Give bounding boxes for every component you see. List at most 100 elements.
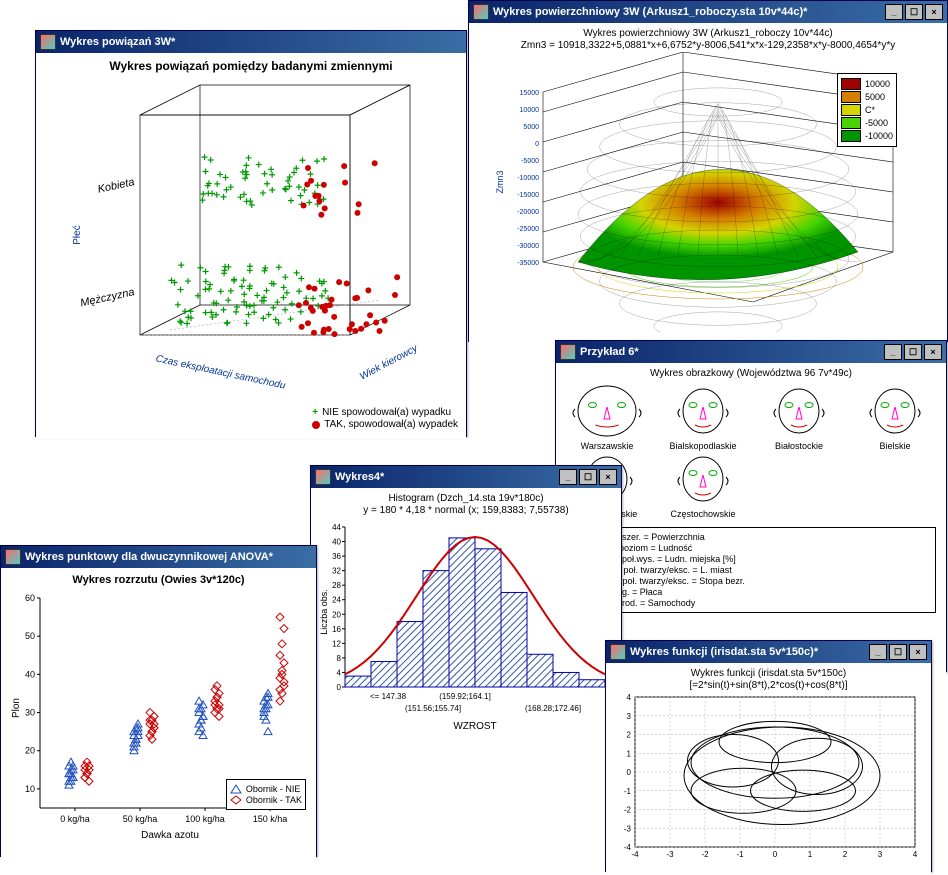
svg-text:40: 40 xyxy=(332,538,341,547)
svg-text:Czas eksploatacji samochodu: Czas eksploatacji samochodu xyxy=(155,353,287,391)
svg-text:Liczba obs.: Liczba obs. xyxy=(319,589,329,635)
chart-title: Wykres powierzchniowy 3W (Arkusz1_robocz… xyxy=(473,28,943,39)
window-surface: Wykres powierzchniowy 3W (Arkusz1_robocz… xyxy=(468,0,948,342)
chart-title: Histogram (Dzch_14.sta 19v*180c) xyxy=(315,493,617,504)
svg-text:12: 12 xyxy=(332,639,341,648)
maximize-button[interactable]: ☐ xyxy=(905,4,923,20)
window-histogram: Wykres4* _ ☐ × Histogram (Dzch_14.sta 19… xyxy=(310,465,622,757)
svg-text:2: 2 xyxy=(627,731,632,740)
svg-text:15000: 15000 xyxy=(520,90,540,97)
svg-text:10: 10 xyxy=(25,784,35,794)
svg-text:-4: -4 xyxy=(624,843,632,852)
svg-text:24: 24 xyxy=(332,596,341,605)
svg-text:0 kg/ha: 0 kg/ha xyxy=(60,814,90,824)
svg-text:-25000: -25000 xyxy=(517,226,539,233)
svg-text:30: 30 xyxy=(25,708,35,718)
close-button[interactable]: × xyxy=(925,4,943,20)
chart-title: Wykres funkcji (irisdat.sta 5v*150c) xyxy=(610,668,927,679)
window-anova: Wykres punktowy dla dwuczynnikowej ANOVA… xyxy=(0,545,317,857)
minimize-button[interactable]: _ xyxy=(559,469,577,485)
svg-text:Wiek kierowcy: Wiek kierowcy xyxy=(358,342,420,382)
maximize-button[interactable]: ☐ xyxy=(889,644,907,660)
scatter-3d-chart: Kobieta Mężczyzna Płeć Czas eksploatacji… xyxy=(40,75,460,415)
titlebar[interactable]: Wykres funkcji (irisdat.sta 5v*150c)* _ … xyxy=(606,641,931,663)
svg-text:3: 3 xyxy=(627,712,632,721)
svg-text:3: 3 xyxy=(878,850,883,859)
legend: +NIE spowodował(a) wypadku TAK, spowodow… xyxy=(312,406,458,431)
chart-title: Wykres powiązań pomiędzy badanymi zmienn… xyxy=(40,59,462,73)
svg-text:WZROST: WZROST xyxy=(453,721,496,732)
app-icon xyxy=(5,549,21,565)
app-icon xyxy=(473,4,489,20)
svg-text:-1: -1 xyxy=(624,787,632,796)
minimize-button[interactable]: _ xyxy=(885,4,903,20)
titlebar[interactable]: Wykres powiązań 3W* xyxy=(36,31,466,53)
minimize-button[interactable]: _ xyxy=(869,644,887,660)
svg-text:Plon: Plon xyxy=(11,698,22,718)
surface-legend: 100005000C*-5000-10000 xyxy=(837,73,897,147)
chart-formula: Zmn3 = 10918,3322+5,0881*x+6,6752*y-8006… xyxy=(473,40,943,51)
svg-text:-4: -4 xyxy=(631,850,639,859)
window-3d-scatter: Wykres powiązań 3W* Wykres powiązań pomi… xyxy=(35,30,467,437)
svg-text:(168.28;172.46]: (168.28;172.46] xyxy=(525,704,581,713)
close-button[interactable]: × xyxy=(599,469,617,485)
svg-text:-30000: -30000 xyxy=(517,243,539,250)
app-icon xyxy=(40,34,56,50)
svg-text:16: 16 xyxy=(332,625,341,634)
anova-legend: Obornik - NIE Obornik - TAK xyxy=(226,779,306,810)
svg-text:40: 40 xyxy=(25,669,35,679)
svg-text:8: 8 xyxy=(337,654,342,663)
window-function: Wykres funkcji (irisdat.sta 5v*150c)* _ … xyxy=(605,640,932,872)
close-button[interactable]: × xyxy=(924,344,942,360)
svg-text:1: 1 xyxy=(627,749,632,758)
svg-text:150 k/ha: 150 k/ha xyxy=(253,814,288,824)
svg-text:(159.92;164.1]: (159.92;164.1] xyxy=(439,692,491,701)
svg-text:-35000: -35000 xyxy=(517,260,539,267)
titlebar[interactable]: Przykład 6* _ ☐ × xyxy=(556,341,946,363)
svg-text:0: 0 xyxy=(337,683,342,692)
svg-text:0: 0 xyxy=(627,768,632,777)
window-title: Przykład 6* xyxy=(580,346,884,358)
svg-text:Kobieta: Kobieta xyxy=(97,176,136,195)
svg-text:-10000: -10000 xyxy=(517,175,539,182)
app-icon xyxy=(315,469,331,485)
chart-formula: y = 180 * 4,18 * normal (x; 159,8383; 7,… xyxy=(315,505,617,516)
svg-text:2: 2 xyxy=(843,850,848,859)
app-icon xyxy=(610,644,626,660)
svg-text:-2: -2 xyxy=(624,806,632,815)
svg-text:10000: 10000 xyxy=(520,107,540,114)
window-title: Wykres powiązań 3W* xyxy=(60,36,462,48)
svg-text:20: 20 xyxy=(332,610,341,619)
svg-text:60: 60 xyxy=(25,593,35,603)
histogram-chart: 048121620242832364044 Liczba obs. <= 147… xyxy=(315,517,615,737)
svg-text:-15000: -15000 xyxy=(517,192,539,199)
svg-text:Mężczyzna: Mężczyzna xyxy=(79,286,135,309)
svg-text:<= 147.38: <= 147.38 xyxy=(370,692,407,701)
chart-title: Wykres rozrzutu (Owies 3v*120c) xyxy=(5,574,312,586)
svg-text:20: 20 xyxy=(25,746,35,756)
window-title: Wykres punktowy dla dwuczynnikowej ANOVA… xyxy=(25,551,312,563)
svg-text:0: 0 xyxy=(535,141,539,148)
titlebar[interactable]: Wykres4* _ ☐ × xyxy=(311,466,621,488)
titlebar[interactable]: Wykres powierzchniowy 3W (Arkusz1_robocz… xyxy=(469,1,947,23)
svg-text:5000: 5000 xyxy=(523,124,539,131)
svg-text:32: 32 xyxy=(332,567,341,576)
svg-text:100 kg/ha: 100 kg/ha xyxy=(185,814,225,824)
svg-text:36: 36 xyxy=(332,552,341,561)
svg-text:28: 28 xyxy=(332,581,341,590)
minimize-button[interactable]: _ xyxy=(884,344,902,360)
close-button[interactable]: × xyxy=(909,644,927,660)
svg-text:1: 1 xyxy=(808,850,813,859)
chart-formula: [=2*sin(t)+sin(8*t),2*cos(t)+cos(8*t)] xyxy=(610,680,927,691)
titlebar[interactable]: Wykres punktowy dla dwuczynnikowej ANOVA… xyxy=(1,546,316,568)
svg-text:50 kg/ha: 50 kg/ha xyxy=(123,814,158,824)
maximize-button[interactable]: ☐ xyxy=(579,469,597,485)
svg-text:-2: -2 xyxy=(701,850,709,859)
svg-text:50: 50 xyxy=(25,631,35,641)
window-title: Wykres funkcji (irisdat.sta 5v*150c)* xyxy=(630,646,869,658)
svg-text:-3: -3 xyxy=(624,824,632,833)
chart-title: Wykres obrazkowy (Województwa 96 7v*49c) xyxy=(560,368,942,379)
maximize-button[interactable]: ☐ xyxy=(904,344,922,360)
window-title: Wykres4* xyxy=(335,471,559,483)
svg-text:0: 0 xyxy=(773,850,778,859)
